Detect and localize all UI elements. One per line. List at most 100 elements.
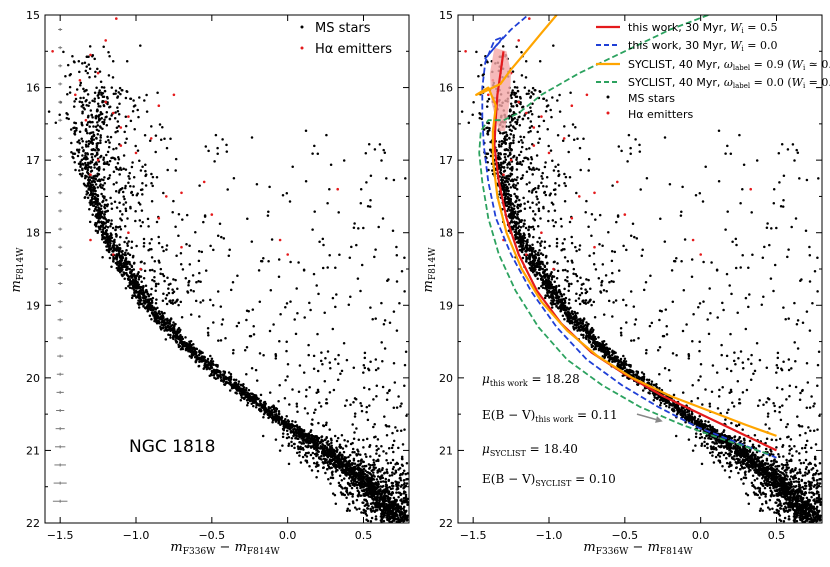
ms-star-dot: [202, 220, 205, 224]
ms-star-dot: [348, 491, 352, 494]
ms-star-dot: [374, 248, 377, 251]
ms-star-dot: [321, 266, 325, 270]
ms-star-dot: [243, 349, 247, 352]
ms-star-dot: [103, 161, 106, 164]
ms-star-dot: [174, 169, 177, 172]
ms-star-dot: [340, 434, 344, 437]
ms-star-dot: [231, 384, 235, 388]
ms-star-dot: [317, 292, 320, 296]
ms-star-dot: [391, 431, 394, 435]
ms-star-dot: [370, 516, 374, 520]
ms-star-dot: [512, 80, 516, 84]
ms-star-dot: [71, 155, 74, 159]
ms-star-dot: [154, 134, 158, 137]
ms-star-dot: [374, 518, 378, 521]
ms-star-dot: [357, 459, 360, 463]
ms-star-dot: [125, 59, 129, 63]
ms-star-dot: [99, 224, 103, 228]
ms-star-dot: [99, 141, 102, 145]
ms-star-dot: [130, 240, 134, 243]
ms-star-dot: [141, 296, 144, 299]
ms-star-dot: [78, 130, 82, 134]
ms-star-dot: [185, 243, 188, 246]
ms-star-dot: [128, 286, 132, 290]
ms-star-dot: [292, 434, 295, 438]
ms-star-dot: [321, 363, 324, 366]
ms-star-dot: [166, 276, 169, 280]
ms-star-dot: [405, 509, 408, 513]
ms-star-dot: [506, 166, 509, 169]
ms-star-dot: [258, 352, 262, 355]
ms-star-dot: [391, 229, 395, 232]
ms-star-dot: [109, 196, 112, 200]
ms-star-dot: [216, 146, 219, 150]
ms-star-dot: [392, 505, 395, 508]
ms-star-dot: [118, 225, 122, 229]
ms-star-dot: [114, 228, 117, 232]
ms-star-dot: [237, 389, 241, 393]
halpha-emitter-dot: [104, 100, 107, 104]
ms-star-dot: [83, 61, 87, 64]
ms-star-dot: [121, 249, 124, 253]
ms-star-dot: [219, 370, 222, 374]
ms-star-dot: [191, 274, 195, 277]
ms-star-dot: [149, 293, 153, 296]
ms-star-dot: [120, 88, 124, 92]
ms-star-dot: [295, 287, 298, 290]
ms-star-dot: [239, 383, 243, 387]
ms-star-dot: [88, 220, 92, 224]
ms-star-dot: [171, 302, 175, 305]
ms-star-dot: [352, 226, 356, 230]
ms-star-dot: [659, 403, 662, 407]
ms-star-dot: [146, 310, 149, 313]
ms-star-dot: [159, 325, 162, 328]
ms-star-dot: [174, 225, 177, 228]
ms-star-dot: [141, 221, 144, 224]
ms-star-dot: [369, 174, 373, 177]
ms-star-dot: [304, 129, 308, 133]
ms-star-dot: [298, 425, 301, 429]
ms-star-dot: [171, 299, 175, 302]
ms-star-dot: [113, 238, 116, 242]
ms-star-dot: [96, 67, 99, 71]
ms-star-dot: [397, 518, 401, 522]
ms-star-dot: [527, 228, 530, 232]
ms-star-dot: [150, 287, 153, 291]
ms-star-dot: [357, 471, 361, 474]
ms-star-dot: [123, 197, 126, 201]
ms-star-dot: [85, 55, 89, 59]
ms-star-dot: [376, 458, 380, 461]
ms-star-dot: [311, 451, 315, 455]
ms-star-dot: [704, 420, 707, 423]
ms-star-dot: [277, 275, 281, 278]
ms-star-dot: [139, 44, 142, 47]
ms-star-dot: [154, 312, 158, 315]
ms-star-dot: [217, 339, 220, 342]
ms-star-dot: [221, 374, 225, 378]
ms-star-dot: [114, 225, 118, 229]
ms-star-dot: [82, 87, 85, 91]
ms-star-dot: [309, 429, 313, 432]
ms-star-dot: [87, 165, 91, 169]
ms-star-dot: [155, 176, 159, 179]
ms-star-dot: [197, 357, 200, 361]
ms-star-dot: [377, 485, 380, 489]
ms-star-dot: [324, 356, 327, 360]
ms-star-dot: [168, 319, 172, 322]
ms-star-dot: [538, 248, 541, 252]
ms-star-dot: [142, 241, 146, 245]
ms-star-dot: [137, 278, 141, 281]
ms-star-dot: [70, 150, 73, 154]
ms-star-dot: [221, 138, 224, 141]
ms-star-dot: [151, 278, 154, 282]
ms-star-dot: [96, 148, 100, 151]
ms-star-dot: [135, 193, 139, 197]
ms-star-dot: [131, 161, 134, 164]
ms-star-dot: [356, 495, 360, 498]
ms-star-dot: [101, 99, 104, 103]
ms-star-dot: [368, 467, 371, 470]
ms-star-dot: [309, 453, 313, 457]
ms-star-dot: [150, 172, 153, 176]
ms-star-dot: [149, 308, 152, 311]
ms-star-dot: [399, 476, 402, 480]
